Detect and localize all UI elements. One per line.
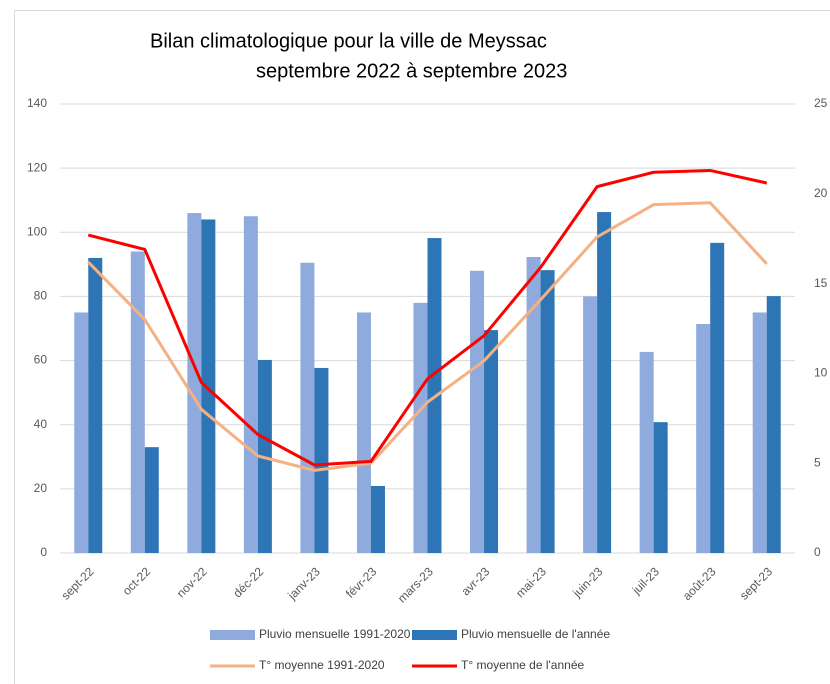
legend-label: Pluvio mensuelle 1991-2020	[259, 627, 411, 641]
bar	[766, 296, 781, 553]
bar	[356, 312, 371, 553]
bar	[484, 330, 499, 553]
bar	[144, 447, 159, 553]
bar	[653, 422, 668, 553]
y2-tick-label: 20	[814, 186, 828, 200]
line-series	[87, 168, 768, 467]
y-tick-label: 60	[34, 353, 48, 367]
y-tick-label: 140	[27, 96, 47, 110]
y2-tick-label: 0	[814, 545, 821, 559]
bar	[201, 219, 216, 553]
bar	[752, 312, 767, 553]
bar	[314, 367, 329, 553]
bar	[470, 270, 485, 553]
bar	[540, 270, 555, 553]
y-tick-label: 120	[27, 160, 47, 174]
y2-tick-label: 15	[814, 276, 828, 290]
bar	[88, 257, 103, 553]
y-tick-label: 40	[34, 417, 48, 431]
y2-tick-label: 5	[814, 455, 821, 469]
legend-swatch	[210, 630, 255, 640]
line-series	[87, 201, 768, 472]
bar	[413, 302, 428, 553]
y-tick-label: 100	[27, 224, 47, 238]
bar	[300, 262, 315, 553]
legend-label: T° moyenne 1991-2020	[259, 658, 385, 672]
bar	[526, 256, 541, 553]
bar	[74, 312, 89, 553]
legend-label: Pluvio mensuelle de l'année	[461, 627, 610, 641]
chart-subtitle: septembre 2022 à septembre 2023	[256, 60, 567, 82]
y2-tick-label: 10	[814, 366, 828, 380]
legend-label: T° moyenne de l'année	[461, 658, 584, 672]
y-tick-label: 20	[34, 481, 48, 495]
bar	[583, 296, 598, 553]
bar	[639, 351, 654, 553]
legend-swatch	[412, 630, 457, 640]
bar	[710, 242, 725, 553]
y2-tick-label: 25	[814, 96, 828, 110]
bar	[370, 485, 385, 553]
y-tick-label: 80	[34, 289, 48, 303]
bar	[597, 212, 612, 553]
bar	[696, 324, 711, 553]
chart-title: Bilan climatologique pour la ville de Me…	[150, 30, 547, 52]
bar	[187, 213, 202, 554]
bar	[243, 216, 258, 553]
y-tick-label: 0	[40, 545, 47, 559]
bar	[130, 251, 145, 553]
